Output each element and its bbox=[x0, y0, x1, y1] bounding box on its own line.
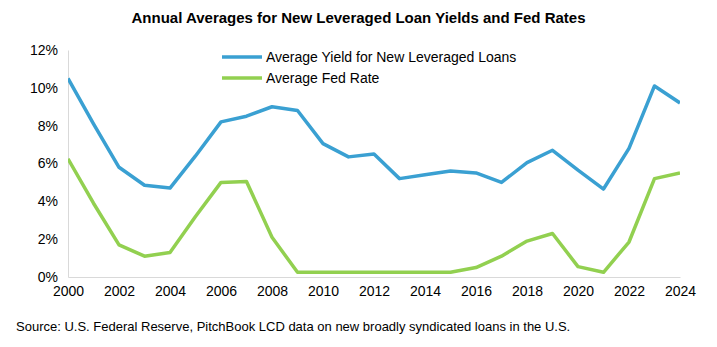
x-tick-label: 2024 bbox=[665, 283, 696, 299]
legend: Average Yield for New Leveraged Loans Ave… bbox=[222, 49, 516, 86]
x-tick-label: 2000 bbox=[53, 283, 84, 299]
x-tick: 2022 bbox=[614, 277, 645, 299]
y-tick: 10% bbox=[30, 80, 68, 96]
x-tick-label: 2022 bbox=[614, 283, 645, 299]
x-tick-label: 2016 bbox=[461, 283, 492, 299]
y-tick: 12% bbox=[30, 42, 68, 58]
series-line bbox=[68, 78, 680, 189]
x-tick: 2012 bbox=[359, 277, 390, 299]
y-tick-label: 2% bbox=[38, 231, 58, 247]
y-tick: 2% bbox=[38, 231, 68, 247]
x-tick-label: 2006 bbox=[206, 283, 237, 299]
x-tick-label: 2020 bbox=[563, 283, 594, 299]
source-note: Source: U.S. Federal Reserve, PitchBook … bbox=[16, 319, 570, 334]
y-tick: 8% bbox=[38, 118, 68, 134]
x-tick-label: 2014 bbox=[410, 283, 441, 299]
x-tick: 2014 bbox=[410, 277, 441, 299]
y-tick-label: 8% bbox=[38, 118, 58, 134]
x-tick: 2016 bbox=[461, 277, 492, 299]
legend-label: Average Fed Rate bbox=[266, 70, 380, 86]
x-tick: 2008 bbox=[257, 277, 288, 299]
y-tick-label: 12% bbox=[30, 42, 58, 58]
x-tick-label: 2012 bbox=[359, 283, 390, 299]
y-tick: 6% bbox=[38, 155, 68, 171]
y-tick-label: 10% bbox=[30, 80, 58, 96]
x-tick-label: 2004 bbox=[155, 283, 186, 299]
title: Annual Averages for New Leveraged Loan Y… bbox=[131, 9, 585, 26]
x-tick: 2004 bbox=[155, 277, 186, 299]
x-tick: 2010 bbox=[308, 277, 339, 299]
y-tick: 4% bbox=[38, 193, 68, 209]
x-tick: 2018 bbox=[512, 277, 543, 299]
chart: Annual Averages for New Leveraged Loan Y… bbox=[0, 0, 717, 347]
x-tick: 2000 bbox=[53, 277, 84, 299]
x-tick: 2006 bbox=[206, 277, 237, 299]
legend-swatch bbox=[222, 76, 262, 80]
x-tick: 2020 bbox=[563, 277, 594, 299]
x-tick-label: 2008 bbox=[257, 283, 288, 299]
x-axis-line bbox=[69, 277, 681, 278]
legend-swatch bbox=[222, 55, 262, 59]
y-tick-label: 6% bbox=[38, 155, 58, 171]
x-tick-label: 2010 bbox=[308, 283, 339, 299]
x-axis: 2000 2002 2004 2006 2008 2010 2012 2014 2016 2018… bbox=[53, 277, 696, 299]
plot-area bbox=[68, 78, 680, 272]
legend-label: Average Yield for New Leveraged Loans bbox=[266, 49, 516, 65]
y-tick-label: 4% bbox=[38, 193, 58, 209]
series-line bbox=[68, 159, 680, 273]
x-tick: 2002 bbox=[104, 277, 135, 299]
y-axis-line bbox=[68, 51, 69, 278]
x-tick: 2024 bbox=[665, 277, 696, 299]
x-tick-label: 2018 bbox=[512, 283, 543, 299]
y-axis: 0%2%4%6%8%10%12% bbox=[30, 42, 69, 285]
x-tick-label: 2002 bbox=[104, 283, 135, 299]
